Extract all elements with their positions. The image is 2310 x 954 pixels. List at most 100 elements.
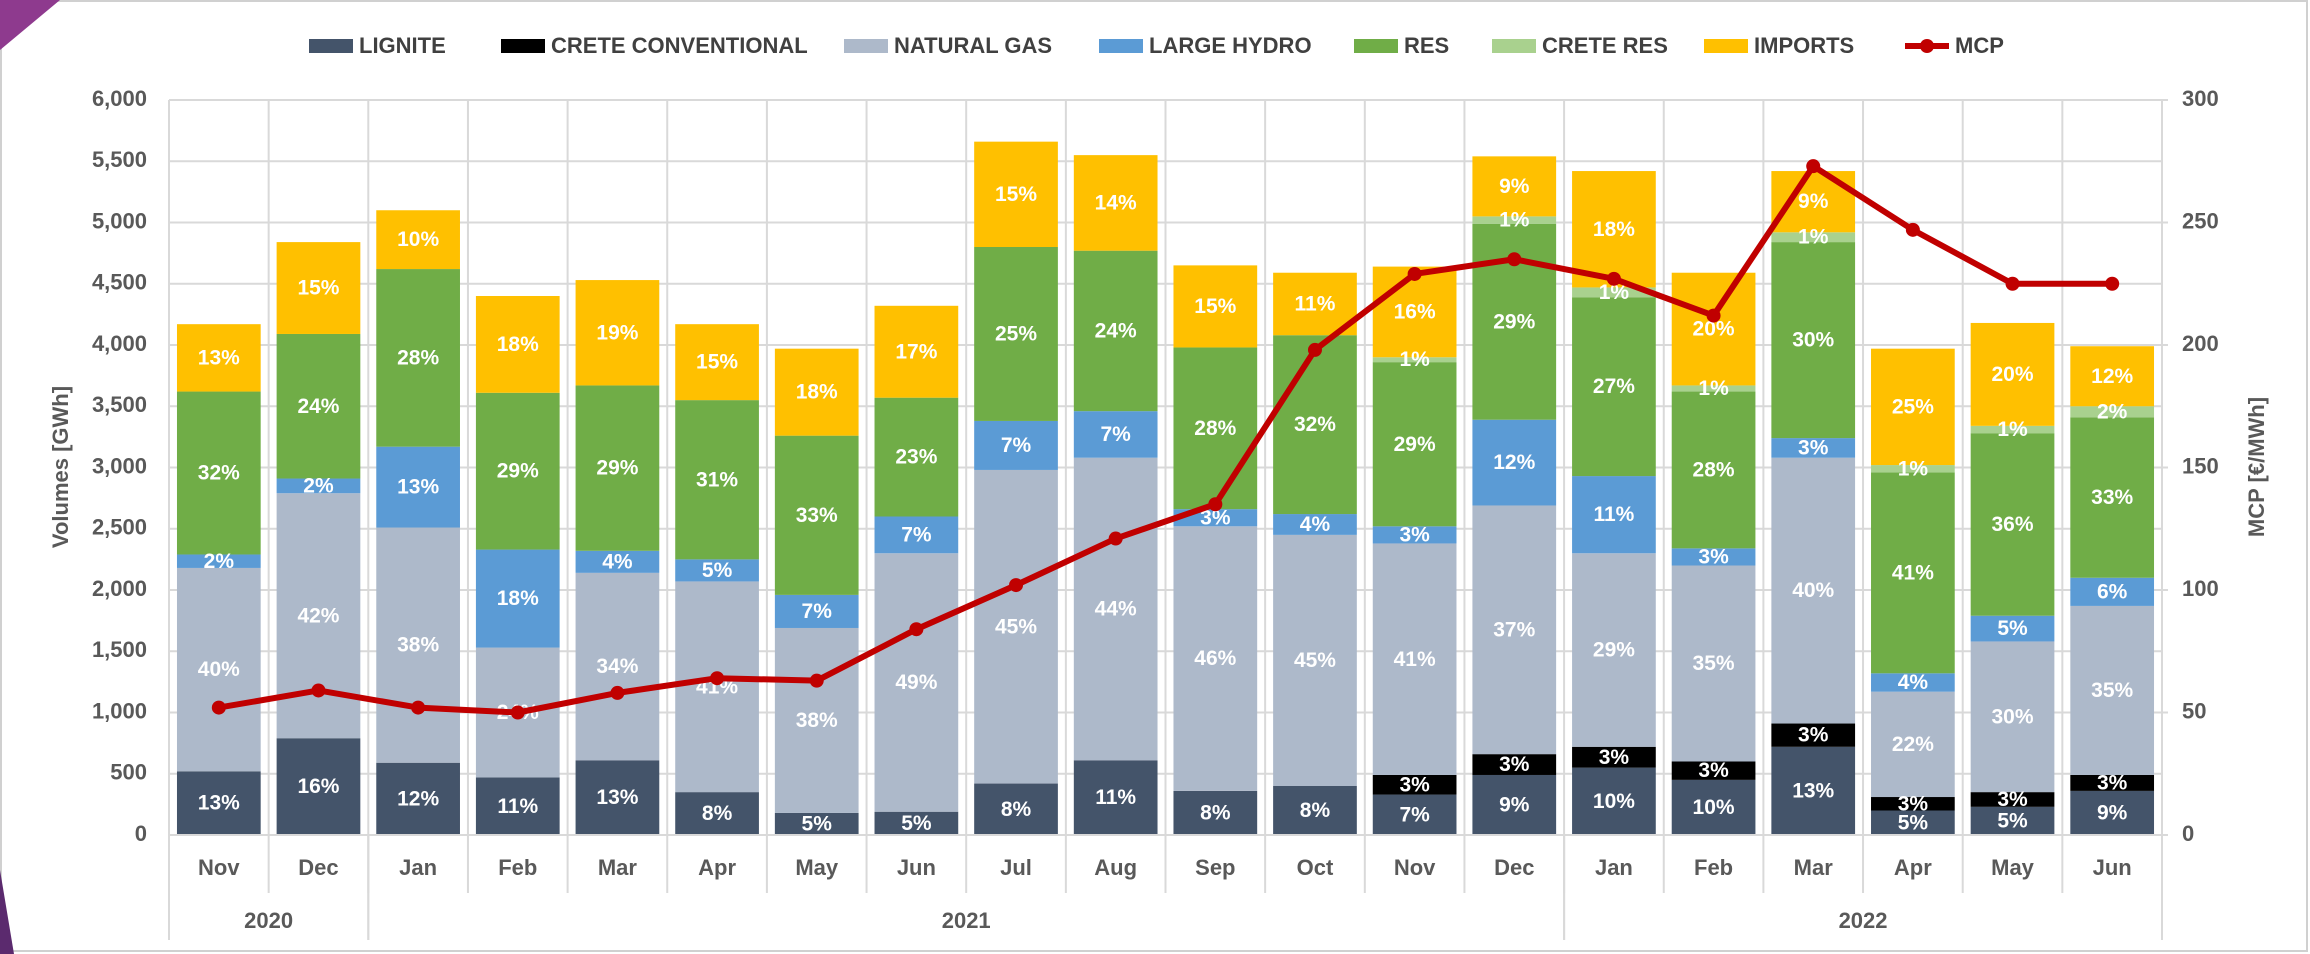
line-marker (411, 700, 426, 715)
bar-segment (575, 550, 660, 573)
bar-segment (1871, 797, 1955, 811)
x-tick-label: Mar (1794, 855, 1834, 880)
share-label: 10% (397, 228, 439, 251)
share-label: 3% (1200, 506, 1231, 529)
share-label: 16% (1394, 300, 1436, 323)
year-label: 2021 (942, 908, 991, 933)
share-label: 7% (1001, 434, 1032, 457)
bar-segment (176, 391, 261, 555)
bar-segment (1771, 242, 1856, 439)
bar-segment (475, 777, 560, 835)
y-tick-label: 2,500 (92, 515, 147, 540)
share-label: 15% (1194, 295, 1236, 318)
bar-segment (2070, 417, 2155, 578)
share-label: 13% (198, 792, 240, 815)
bar-segment (774, 812, 859, 835)
bar-segment (176, 554, 261, 568)
bar-segment (1173, 790, 1258, 835)
share-label: 45% (995, 615, 1037, 638)
bar-segment (874, 516, 959, 554)
line-marker (2005, 276, 2020, 291)
bar-segment (176, 324, 261, 392)
share-label: 13% (1792, 779, 1834, 802)
share-label: 40% (1792, 579, 1834, 602)
x-tick-label: Dec (298, 855, 338, 880)
bar-segment (974, 420, 1058, 470)
y-tick-label: 6,000 (92, 86, 147, 111)
share-label: 42% (297, 604, 339, 627)
share-label: 33% (796, 504, 838, 527)
legend-swatch (1099, 39, 1143, 53)
x-tick-label: Jan (1595, 855, 1633, 880)
share-label: 13% (198, 346, 240, 369)
line-marker (909, 622, 924, 637)
bar-segment (575, 385, 660, 551)
share-label: 10% (1693, 796, 1735, 819)
bar-segment (675, 324, 759, 401)
share-label: 38% (397, 634, 439, 657)
share-label: 4% (1898, 671, 1929, 694)
bar-segment (1871, 691, 1955, 798)
y-tick-label: 1,500 (92, 637, 147, 662)
share-label: 5% (1898, 811, 1929, 834)
x-tick-label: Aug (1094, 855, 1137, 880)
line-marker (311, 683, 326, 698)
legend-label: IMPORTS (1754, 33, 1854, 58)
bar-segment (2070, 346, 2155, 407)
bar-segment (874, 553, 959, 812)
line-marker (1307, 342, 1322, 357)
bar-segment (675, 400, 759, 560)
bar-segment (1671, 761, 1756, 780)
share-label: 27% (1593, 375, 1635, 398)
bar-segment (575, 280, 660, 386)
share-label: 3% (1997, 788, 2028, 811)
bar-segment (1372, 362, 1457, 527)
share-label: 16% (297, 775, 339, 798)
bar-segment (1970, 425, 2055, 434)
line-marker (809, 673, 824, 688)
share-label: 5% (702, 559, 733, 582)
share-label: 33% (2091, 486, 2133, 509)
y2-axis-title: MCP [€/MWh] (2244, 397, 2269, 537)
bar-segment (1472, 774, 1557, 835)
bar-segment (1472, 156, 1557, 217)
bar-segment (1273, 272, 1357, 336)
share-label: 12% (2091, 365, 2133, 388)
share-label: 29% (1493, 310, 1535, 333)
share-label: 5% (1997, 809, 2028, 832)
share-label: 3% (2097, 771, 2128, 794)
x-tick-label: Sep (1195, 855, 1235, 880)
bar-segment (1671, 565, 1756, 762)
share-label: 2% (204, 550, 235, 573)
corner-decoration (0, 870, 14, 954)
share-label: 3% (1499, 753, 1530, 776)
y-tick-label: 1,000 (92, 698, 147, 723)
share-label: 35% (2091, 679, 2133, 702)
legend: LIGNITE CRETE CONVENTIONAL NATURAL GAS LARG… (309, 33, 2004, 58)
share-label: 9% (1499, 175, 1530, 198)
bar-segment (1372, 543, 1457, 775)
share-label: 29% (596, 457, 638, 480)
line-marker (211, 700, 226, 715)
bar-segment (1572, 171, 1656, 288)
bar-segment (2070, 605, 2155, 775)
bar-segment (176, 567, 261, 772)
bar-segment (1970, 792, 2055, 807)
x-tick-label: May (795, 855, 839, 880)
y2-tick-label: 150 (2182, 453, 2219, 478)
bar-segment (1472, 505, 1557, 755)
share-label: 3% (1399, 773, 1430, 796)
line-marker (1905, 222, 1920, 237)
share-label: 6% (2097, 580, 2128, 603)
share-label: 1% (1798, 226, 1829, 249)
bar-segment (475, 392, 560, 550)
share-label: 13% (397, 476, 439, 499)
line-marker (1108, 531, 1123, 546)
bar-segment (774, 348, 859, 436)
bar-segment (1273, 335, 1357, 515)
bar-segment (874, 397, 959, 517)
share-label: 30% (1992, 705, 2034, 728)
share-label: 10% (1593, 790, 1635, 813)
share-label: 20% (1992, 363, 2034, 386)
y2-tick-label: 0 (2182, 821, 2194, 846)
